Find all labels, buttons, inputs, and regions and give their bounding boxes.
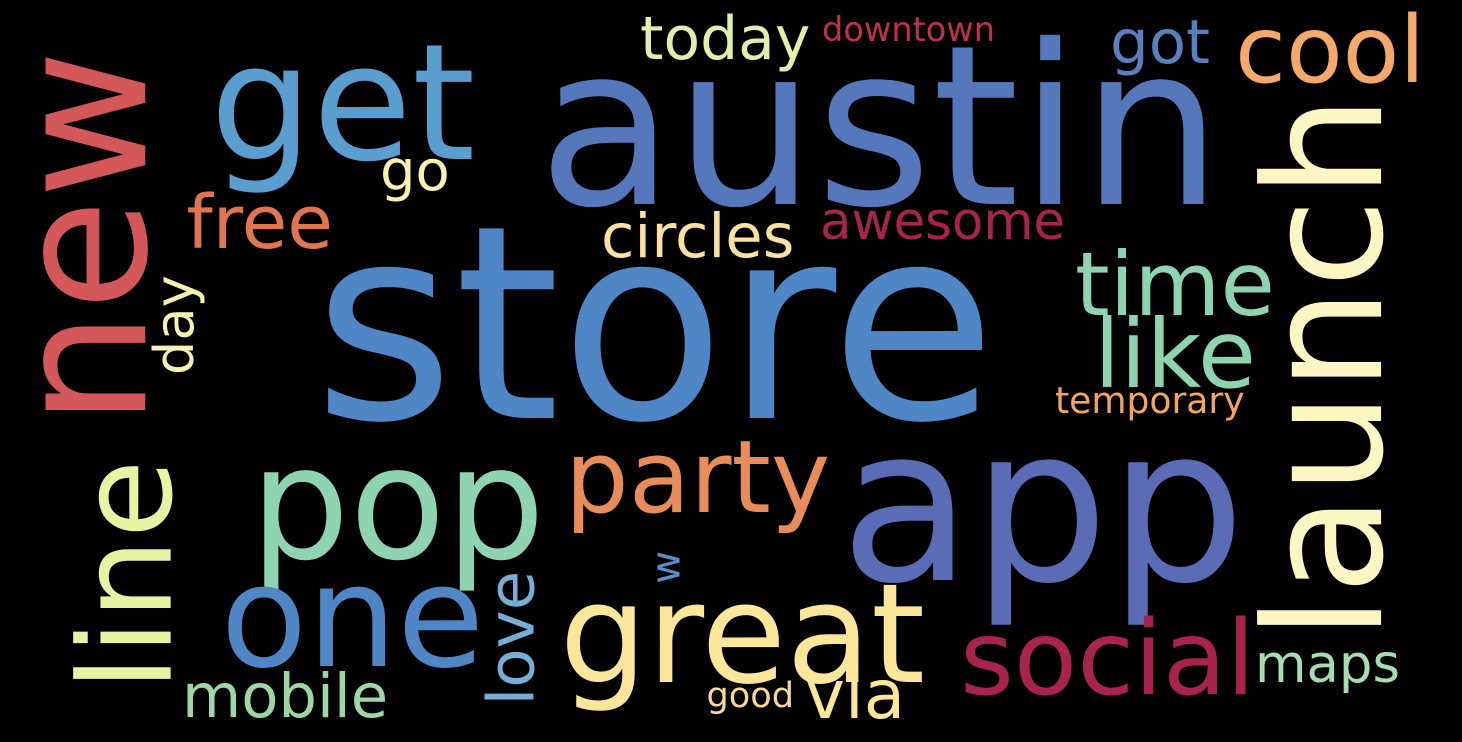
word-line: line [52,459,202,691]
word-go: go [380,138,450,204]
word-like: like [1094,299,1257,410]
word-got: got [1110,7,1210,78]
word-circles: circles [601,202,795,272]
word-pop: pop [250,412,546,596]
word-launch: launch [1230,94,1420,641]
word-cool: cool [1235,0,1426,104]
word-party: party [565,418,831,536]
word-awesome: awesome [820,192,1066,252]
word-great: great [559,554,926,715]
word-maps: maps [1255,633,1401,695]
word-w: w [640,550,689,584]
word-store: store [313,167,997,482]
word-time: time [1075,232,1275,336]
word-day: day [142,275,206,376]
word-downtown: downtown [822,10,996,49]
word-love: love [473,570,549,706]
word-good: good [706,674,794,716]
word-today: today [640,4,811,74]
word-austin: austin [538,0,1223,257]
word-mobile: mobile [182,662,389,732]
word-via: via [805,655,906,734]
word-app: app [840,379,1246,631]
word-get: get [210,10,476,198]
word-one: one [220,534,485,700]
word-free: free [186,178,334,266]
word-temporary: temporary [1055,380,1245,422]
word-social: social [960,599,1256,719]
